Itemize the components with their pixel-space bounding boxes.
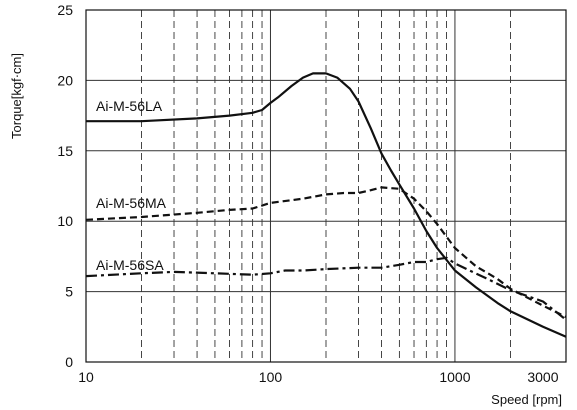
y-tick-label: 15 xyxy=(57,143,73,159)
x-tick-label: 3000 xyxy=(527,369,558,385)
x-axis-title: Speed [rpm] xyxy=(491,392,562,407)
y-tick-label: 0 xyxy=(65,354,73,370)
y-axis-title: Torque[kgf·cm] xyxy=(9,53,24,139)
series-line-ai-m-56la xyxy=(86,72,567,338)
x-tick-label: 10 xyxy=(78,369,94,385)
series-label: Ai-M-56LA xyxy=(96,98,163,114)
series-line-ai-m-56sa xyxy=(85,256,567,321)
plot-frame xyxy=(85,9,567,363)
series-line-ai-m-56ma xyxy=(85,186,567,318)
y-tick-label: 20 xyxy=(57,72,73,88)
tick-labels: 10 100 1000 3000 0 5 10 15 20 25 xyxy=(57,2,558,385)
y-tick-label: 25 xyxy=(57,2,73,18)
y-tick-label: 5 xyxy=(65,284,73,300)
series-labels: Ai-M-56LA Ai-M-56MA Ai-M-56SA xyxy=(96,98,167,273)
series-group xyxy=(85,72,567,338)
x-tick-label: 1000 xyxy=(439,369,470,385)
series-label: Ai-M-56SA xyxy=(96,257,164,273)
plot-border xyxy=(85,9,567,363)
series-label: Ai-M-56MA xyxy=(96,195,167,211)
x-tick-label: 100 xyxy=(259,369,283,385)
y-tick-label: 10 xyxy=(57,213,73,229)
grid xyxy=(86,10,566,362)
